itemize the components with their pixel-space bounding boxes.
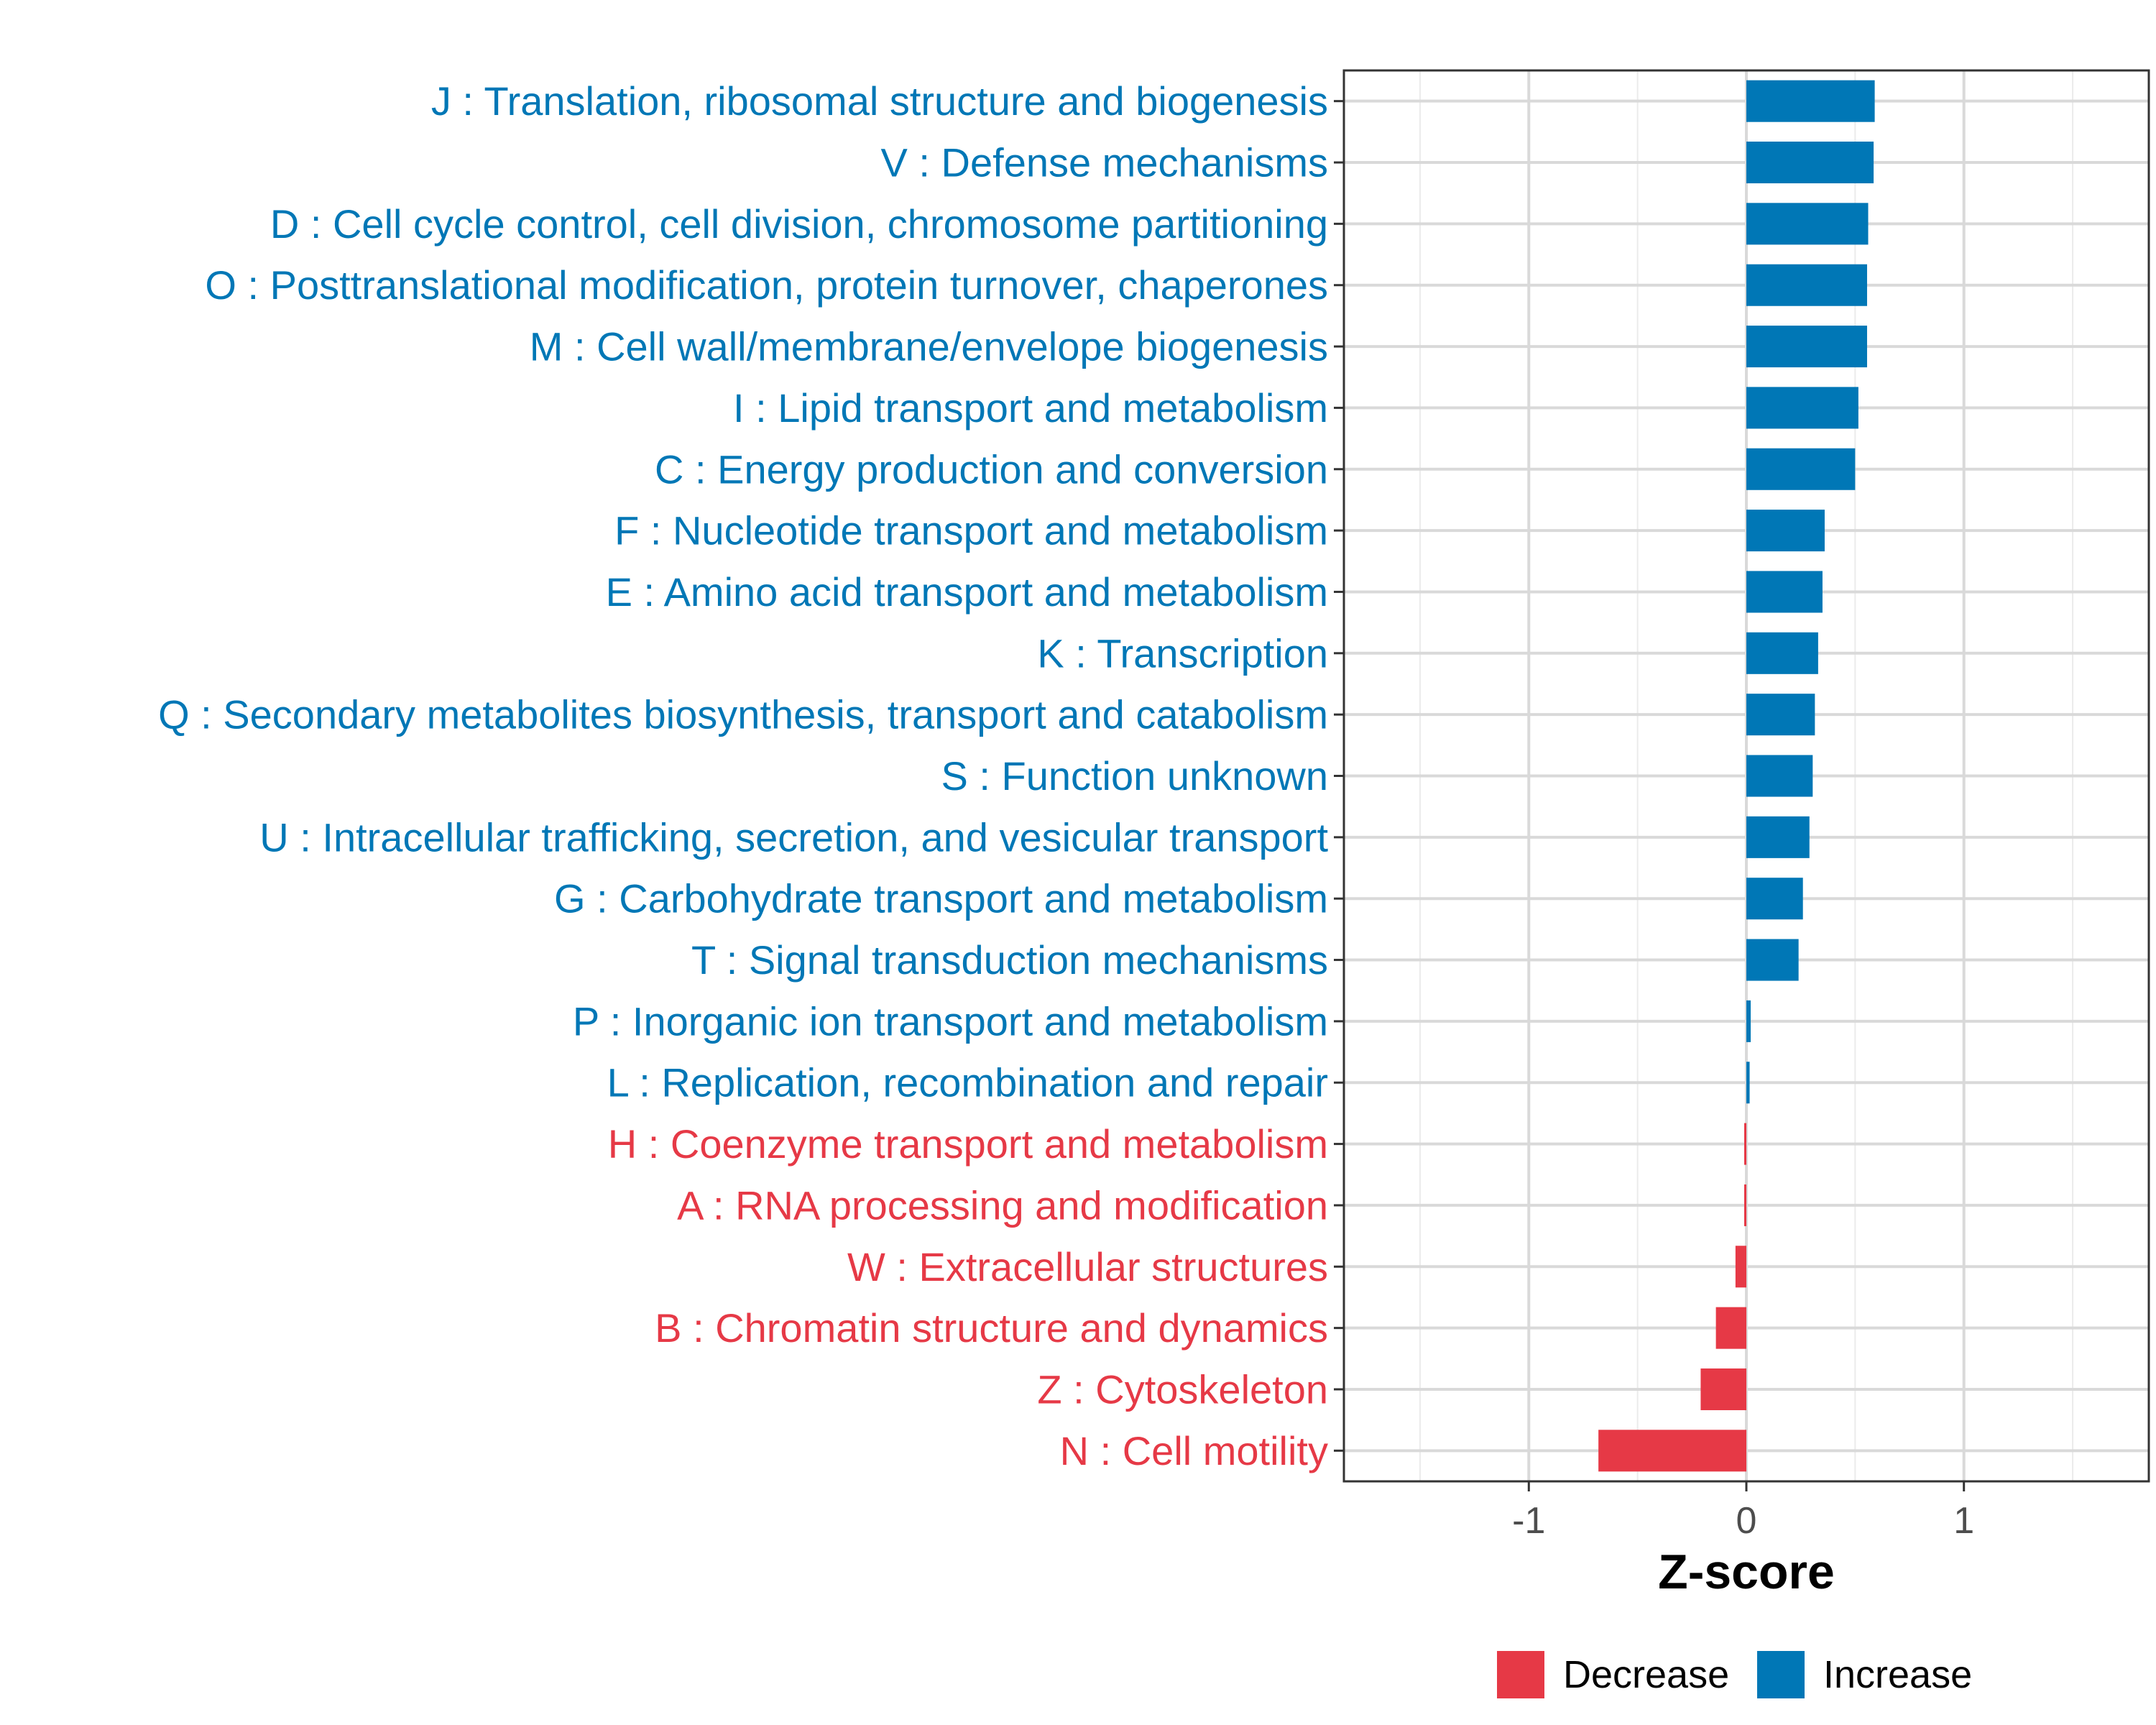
bar [1746, 571, 1823, 613]
x-tick-label: -1 [1512, 1500, 1545, 1542]
category-label: Q : Secondary metabolites biosynthesis, … [158, 692, 1328, 737]
bar [1715, 1307, 1746, 1349]
bar [1746, 939, 1799, 981]
bar [1746, 632, 1818, 674]
x-tick-label: 1 [1953, 1500, 1974, 1542]
bar [1746, 80, 1875, 122]
bar [1746, 142, 1874, 184]
bar [1746, 816, 1810, 858]
category-label: N : Cell motility [1060, 1428, 1328, 1473]
x-axis-ticks: -1 0 1 [1512, 1481, 1974, 1542]
bar [1746, 510, 1825, 552]
y-axis-category-labels: J : Translation, ribosomal structure and… [158, 78, 1328, 1473]
bar [1743, 1184, 1746, 1226]
bars [1598, 80, 1875, 1472]
bar [1746, 694, 1815, 736]
category-label: P : Inorganic ion transport and metaboli… [573, 998, 1328, 1044]
legend-label: Increase [1823, 1653, 1972, 1696]
category-label: B : Chromatin structure and dynamics [655, 1305, 1328, 1351]
category-label: H : Coenzyme transport and metabolism [608, 1121, 1328, 1167]
category-label: C : Energy production and conversion [655, 446, 1328, 492]
category-label: O : Posttranslational modification, prot… [205, 262, 1328, 308]
bar [1746, 203, 1869, 245]
bar [1746, 387, 1858, 429]
y-axis-ticks [1334, 100, 1344, 1452]
category-label: F : Nucleotide transport and metabolism [614, 508, 1328, 553]
category-label: S : Function unknown [941, 753, 1328, 799]
bar [1735, 1246, 1746, 1288]
category-label: D : Cell cycle control, cell division, c… [270, 201, 1328, 247]
bar [1746, 755, 1813, 797]
legend-key [1757, 1651, 1805, 1698]
bar [1746, 448, 1856, 490]
x-axis-title: Z-score [1658, 1545, 1835, 1599]
category-label: T : Signal transduction mechanisms [691, 937, 1328, 983]
category-label: I : Lipid transport and metabolism [733, 385, 1328, 431]
bar [1746, 878, 1803, 920]
category-label: J : Translation, ribosomal structure and… [431, 78, 1328, 124]
bar [1746, 1062, 1750, 1104]
category-label: U : Intracellular trafficking, secretion… [259, 814, 1328, 860]
category-label: G : Carbohydrate transport and metabolis… [554, 876, 1328, 921]
legend-key [1497, 1651, 1544, 1698]
legend: Decrease Increase [1497, 1651, 1972, 1698]
category-label: V : Defense mechanisms [881, 140, 1328, 185]
category-label: M : Cell wall/membrane/envelope biogenes… [530, 324, 1328, 369]
bar [1746, 1000, 1751, 1042]
bar [1744, 1123, 1746, 1165]
category-label: W : Extracellular structures [847, 1244, 1328, 1289]
category-label: K : Transcription [1037, 630, 1328, 676]
category-label: L : Replication, recombination and repai… [607, 1060, 1328, 1105]
category-label: Z : Cytoskeleton [1037, 1366, 1328, 1412]
bar [1746, 326, 1867, 368]
legend-label: Decrease [1563, 1653, 1729, 1696]
category-label: E : Amino acid transport and metabolism [606, 569, 1328, 615]
bar [1746, 264, 1867, 306]
bar [1598, 1430, 1746, 1472]
x-tick-label: 0 [1736, 1500, 1757, 1542]
category-label: A : RNA processing and modification [677, 1182, 1328, 1228]
bar [1700, 1368, 1746, 1410]
